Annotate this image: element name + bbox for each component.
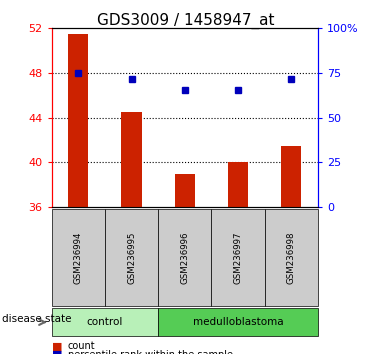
Bar <box>228 162 248 207</box>
Text: ■: ■ <box>52 341 62 351</box>
Bar <box>68 34 88 207</box>
Text: control: control <box>87 317 123 327</box>
Bar <box>158 209 211 306</box>
Text: medulloblastoma: medulloblastoma <box>193 317 283 327</box>
Bar <box>52 308 158 336</box>
Bar <box>158 308 318 336</box>
Text: disease state: disease state <box>2 314 71 324</box>
Text: GSM236995: GSM236995 <box>127 231 136 284</box>
Text: GSM236997: GSM236997 <box>234 231 242 284</box>
Text: GDS3009 / 1458947_at: GDS3009 / 1458947_at <box>97 12 275 29</box>
Text: ■: ■ <box>52 350 62 354</box>
Bar <box>265 209 318 306</box>
Text: count: count <box>68 341 95 351</box>
Text: GSM236998: GSM236998 <box>287 231 296 284</box>
Bar <box>281 145 301 207</box>
Bar <box>52 209 105 306</box>
Bar <box>105 209 158 306</box>
Bar <box>121 112 142 207</box>
Bar <box>211 209 265 306</box>
Text: GSM236994: GSM236994 <box>74 231 83 284</box>
Text: percentile rank within the sample: percentile rank within the sample <box>68 350 233 354</box>
Text: GSM236996: GSM236996 <box>180 231 189 284</box>
Bar <box>175 173 195 207</box>
